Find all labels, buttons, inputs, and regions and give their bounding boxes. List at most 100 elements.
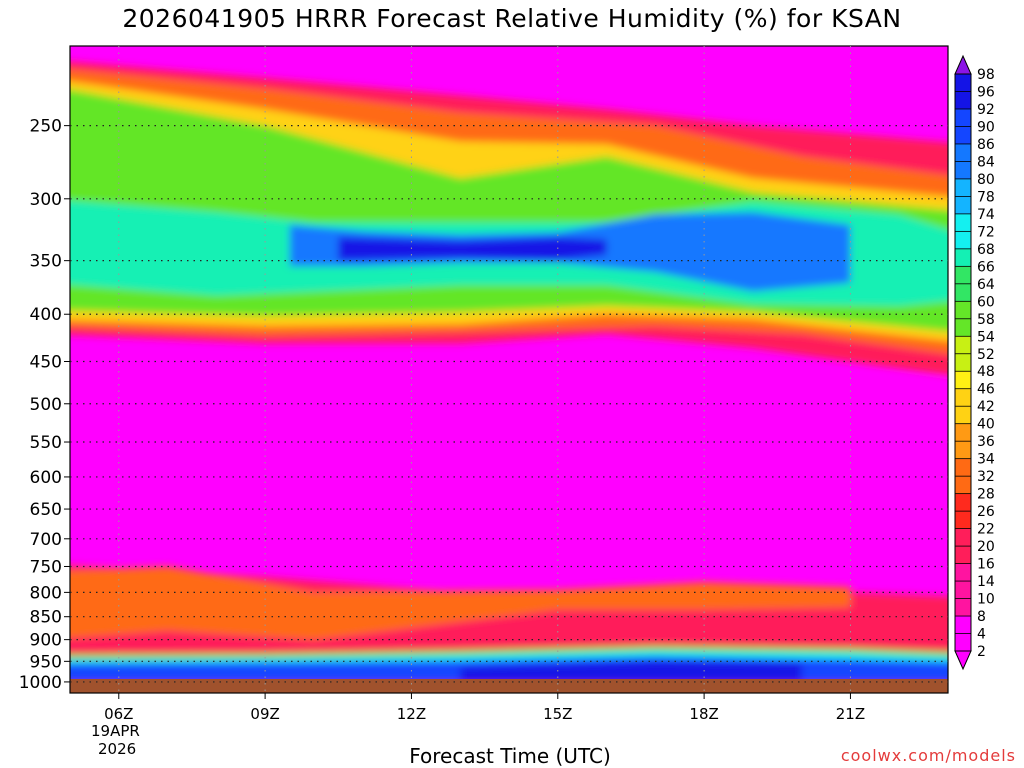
x-tick-label-09Z: 09Z [250, 705, 279, 723]
colorbar-label-20: 20 [977, 539, 995, 555]
plot-frame [69, 45, 949, 694]
colorbar-swatch-20 [955, 546, 971, 565]
colorbar-swatch-78 [955, 196, 971, 215]
y-tick-label-900: 900 [30, 631, 62, 651]
colorbar-label-64: 64 [977, 277, 995, 293]
chart-title: 2026041905 HRRR Forecast Relative Humidi… [122, 4, 902, 33]
colorbar-swatch-54 [955, 336, 971, 355]
y-tick-label-750: 750 [30, 557, 62, 577]
colorbar-label-92: 92 [977, 102, 995, 118]
colorbar-label-36: 36 [977, 434, 995, 450]
y-tick-label-500: 500 [30, 395, 62, 415]
y-tick-label-450: 450 [30, 352, 62, 372]
x-axis-label: Forecast Time (UTC) [409, 744, 611, 768]
colorbar-label-10: 10 [977, 592, 995, 608]
credit-link[interactable]: coolwx.com/models [840, 746, 1016, 765]
y-tick-label-300: 300 [30, 190, 62, 210]
colorbar-swatch-8 [955, 616, 971, 635]
colorbar-label-72: 72 [977, 224, 995, 240]
colorbar-swatch-42 [955, 406, 971, 425]
y-tick-label-350: 350 [30, 252, 62, 272]
colorbar-label-40: 40 [977, 417, 995, 433]
y-tick-label-250: 250 [30, 117, 62, 137]
date-label-year: 2026 [98, 740, 137, 758]
colorbar: 9896929086848078747268666460585452484642… [954, 54, 995, 671]
colorbar-swatch-68 [955, 248, 971, 267]
y-tick-label-1000: 1000 [19, 673, 62, 693]
heatmap-bands [70, 61, 948, 682]
colorbar-label-26: 26 [977, 504, 995, 520]
colorbar-swatch-74 [955, 213, 971, 232]
y-tick-label-700: 700 [30, 530, 62, 550]
colorbar-swatch-14 [955, 581, 971, 600]
colorbar-swatch-96 [955, 91, 971, 110]
x-axis: 06Z 09Z 12Z 15Z 18Z 21Z [104, 693, 865, 723]
colorbar-swatch-16 [955, 563, 971, 582]
colorbar-label-78: 78 [977, 189, 995, 205]
colorbar-swatch-60 [955, 301, 971, 320]
y-tick-label-850: 850 [30, 608, 62, 628]
colorbar-swatch-64 [955, 283, 971, 302]
colorbar-label-58: 58 [977, 312, 995, 328]
band-lower-orange [70, 566, 851, 640]
colorbar-swatch-66 [955, 266, 971, 285]
y-tick-label-550: 550 [30, 433, 62, 453]
colorbar-swatch-4 [955, 633, 971, 652]
colorbar-label-2: 2 [977, 644, 986, 660]
colorbar-swatch-90 [955, 126, 971, 145]
colorbar-label-4: 4 [977, 627, 986, 643]
colorbar-label-28: 28 [977, 487, 995, 503]
colorbar-swatch-48 [955, 371, 971, 390]
colorbar-label-52: 52 [977, 347, 995, 363]
colorbar-label-14: 14 [977, 574, 995, 590]
colorbar-label-74: 74 [977, 207, 995, 223]
colorbar-label-86: 86 [977, 137, 995, 153]
colorbar-swatch-32 [955, 476, 971, 495]
colorbar-swatch-26 [955, 511, 971, 530]
x-tick-label-21Z: 21Z [836, 705, 865, 723]
colorbar-swatch-92 [955, 108, 971, 127]
y-tick-label-950: 950 [30, 652, 62, 672]
y-tick-label-650: 650 [30, 500, 62, 520]
colorbar-swatch-52 [955, 353, 971, 372]
x-tick-label-18Z: 18Z [689, 705, 718, 723]
colorbar-arrow-top [954, 54, 972, 75]
colorbar-label-22: 22 [977, 522, 995, 538]
colorbar-swatch-72 [955, 231, 971, 250]
colorbar-swatch-84 [955, 161, 971, 180]
colorbar-swatch-10 [955, 598, 971, 617]
colorbar-label-60: 60 [977, 294, 995, 310]
colorbar-swatch-46 [955, 388, 971, 407]
colorbar-swatch-80 [955, 178, 971, 197]
colorbar-swatch-58 [955, 318, 971, 337]
y-tick-label-800: 800 [30, 583, 62, 603]
colorbar-swatch-98 [955, 74, 971, 92]
y-axis: 250 300 350 400 450 500 550 600 650 700 750 800 850 9… [19, 117, 70, 693]
colorbar-label-8: 8 [977, 609, 986, 625]
heatmap-field [70, 46, 948, 693]
colorbar-label-84: 84 [977, 154, 995, 170]
x-tick-label-12Z: 12Z [397, 705, 426, 723]
colorbar-label-96: 96 [977, 84, 995, 100]
terrain-strip [70, 679, 948, 693]
colorbar-label-48: 48 [977, 364, 995, 380]
colorbar-label-46: 46 [977, 382, 995, 398]
colorbar-swatch-28 [955, 493, 971, 512]
band-pink-mid [630, 374, 948, 420]
colorbar-swatch-40 [955, 423, 971, 442]
colorbar-label-68: 68 [977, 242, 995, 258]
band-darkblue [338, 237, 607, 261]
colorbar-arrow-bottom [954, 650, 972, 671]
colorbar-label-66: 66 [977, 259, 995, 275]
date-label-day: 19APR [91, 722, 140, 740]
colorbar-swatch-36 [955, 441, 971, 460]
band-marine-purple [460, 661, 802, 682]
colorbar-label-54: 54 [977, 329, 995, 345]
y-tick-label-600: 600 [30, 468, 62, 488]
colorbar-label-98: 98 [977, 67, 995, 83]
colorbar-label-42: 42 [977, 399, 995, 415]
x-tick-label-06Z: 06Z [104, 705, 133, 723]
colorbar-label-80: 80 [977, 172, 995, 188]
colorbar-swatch-22 [955, 528, 971, 547]
